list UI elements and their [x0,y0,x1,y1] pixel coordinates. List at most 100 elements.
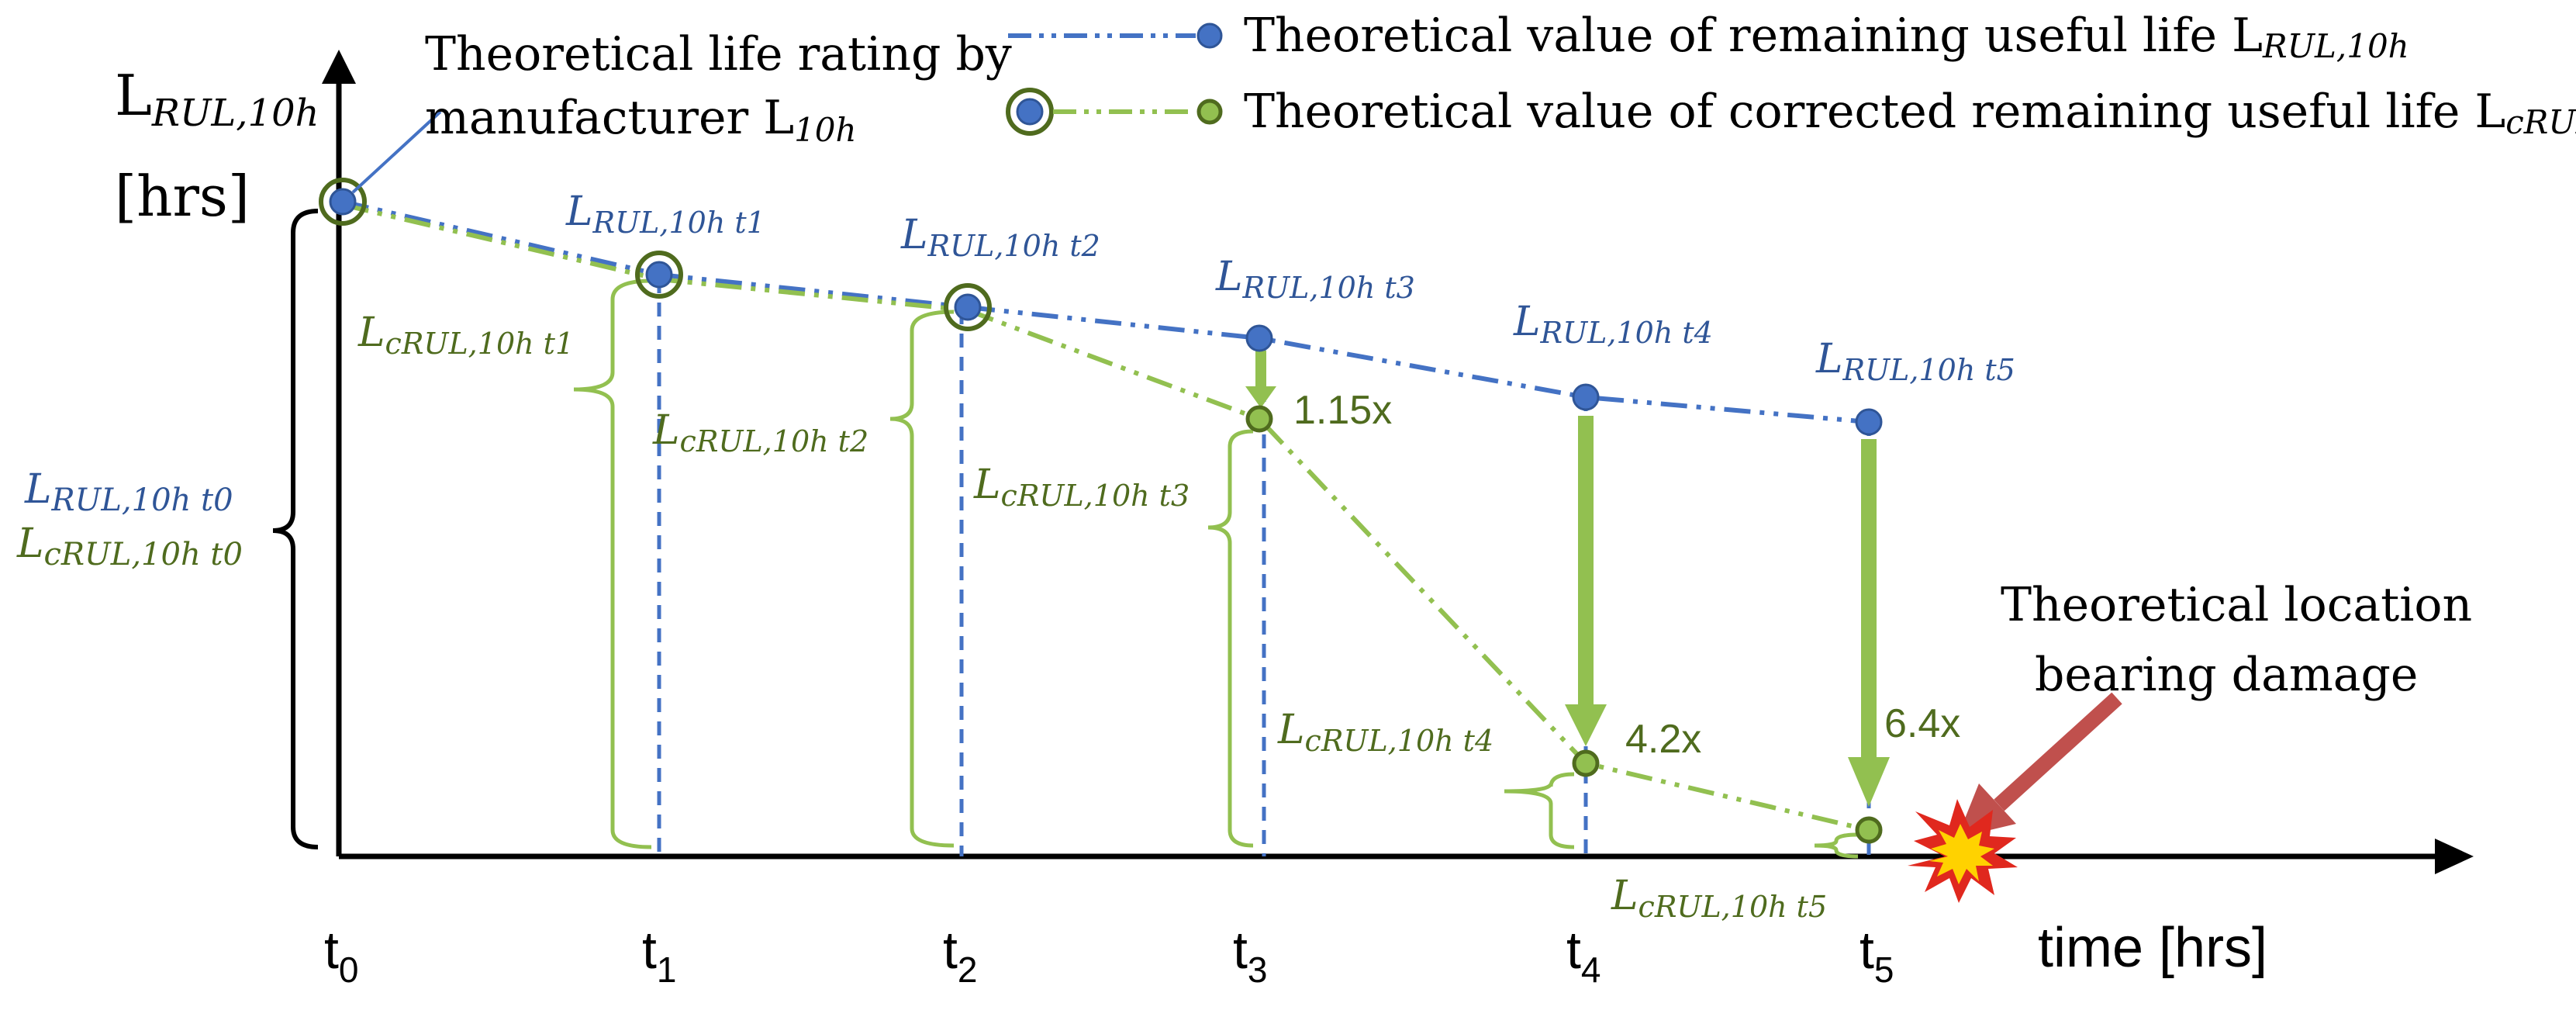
rul-label-t3: LRUL,10h t3 [1215,254,1415,305]
rul-label-t1-main: L [565,189,593,235]
double-circle-marker-icon [635,251,683,299]
damage-annotation-line2: bearing damage [2035,648,2418,702]
x-tick-t0-sub: 0 [339,949,359,990]
damage-arrow-head [1957,783,2016,838]
legend: Theoretical value of remaining useful li… [1006,9,2576,141]
t0-crul-sub: cRUL,10h t0 [44,537,243,572]
t0-brace [272,209,319,849]
damage-arrow-shaft [1994,692,2122,811]
green-filled-circle-icon [1245,405,1273,433]
x-tick-t5: t5 [1859,921,1894,990]
crul-label-t4: LcRUL,10h t4 [1277,707,1493,758]
factor-labels: 1.15x 4.2x 6.4x [1293,388,1960,762]
crul-label-t5-main: L [1611,873,1638,919]
arrow-t4-shaft [1578,416,1594,709]
x-tick-t3-sub: 3 [1248,949,1268,990]
rul-label-t3-sub: RUL,10h t3 [1242,271,1415,305]
highlight-markers [319,178,992,331]
y-axis-label-main: L [115,63,152,128]
crul-label-t5-sub: cRUL,10h t5 [1638,890,1828,924]
double-circle-marker-icon [319,178,367,226]
rul-label-t2-main: L [900,212,928,258]
double-circle-marker-icon [944,283,992,331]
x-tick-t4-sub: 4 [1581,949,1601,990]
blue-filled-circle-icon [329,188,357,216]
crul-brace-t2 [889,310,955,848]
crul-brace-t4 [1504,772,1575,849]
crul-label-t2-main: L [652,407,680,454]
legend-crul-main: Theoretical value of corrected remaining… [1244,85,2505,139]
rul-label-t5-main: L [1815,336,1843,382]
burst-inner [1929,824,1994,884]
red-arrow-icon [1957,692,2122,838]
crul-label-t3-main: L [973,462,1001,508]
crul-label-t5: LcRUL,10h t5 [1611,873,1827,924]
factor-t5: 6.4x [1884,701,1960,746]
x-tick-t4-base: t [1566,921,1581,980]
t0-rul-sub: RUL,10h t0 [51,483,233,518]
rul-label-t4: LRUL,10h t4 [1513,299,1713,350]
crul-label-t1-main: L [357,310,385,356]
arrow-t3-head [1245,386,1276,408]
crul-braces [573,278,1859,859]
legend-highlight-icon [1006,88,1054,136]
crul-label-t3-sub: cRUL,10h t3 [1001,479,1190,513]
crul-labels: LcRUL,10h t1 LcRUL,10h t2 LcRUL,10h t3 L… [357,310,1827,924]
x-tick-t3: t3 [1233,921,1268,990]
crul-series-line [342,202,1870,832]
blue-filled-circle-icon [1245,324,1273,352]
crul-brace-t5 [1814,832,1859,859]
factor-t4: 4.2x [1625,717,1701,762]
rul-labels: LRUL,10h t1 LRUL,10h t2 LRUL,10h t3 LRUL… [565,189,2015,387]
rul-label-t1-sub: RUL,10h t1 [592,206,765,240]
point_green-icon [1196,99,1223,125]
crul-label-t2-sub: cRUL,10h t2 [680,424,869,458]
x-tick-t5-sub: 5 [1874,949,1894,990]
x-tick-t4: t4 [1566,921,1601,990]
manufacturer-annotation-line1: Theoretical life rating by [425,27,1012,81]
rul-label-t2: LRUL,10h t2 [900,212,1100,263]
legend-crul-sub: cRUL,10h [2505,103,2576,141]
legend-blue-point-icon [1016,98,1044,126]
manufacturer-annotation-main: manufacturer L [425,91,794,145]
rul-label-t3-main: L [1215,254,1243,300]
arrow-t3-shaft [1255,351,1266,388]
x-tick-labels: t0 t1 t2 t3 t4 t5 [324,921,1894,990]
x-tick-t2-sub: 2 [958,949,978,990]
x-tick-t1-sub: 1 [657,949,677,990]
t0-rul-label: LRUL,10h t0 [24,466,233,518]
crul-label-t4-sub: cRUL,10h t4 [1305,724,1494,758]
point_blue-icon [1196,22,1223,49]
legend-item-rul: Theoretical value of remaining useful li… [1008,9,2409,65]
rul-label-t2-sub: RUL,10h t2 [927,229,1100,263]
x-tick-t0-base: t [324,921,339,980]
green-filled-circle-icon [1855,816,1883,844]
blue-filled-circle-icon [1572,383,1600,411]
crul-brace-t3 [1207,429,1254,848]
crul-label-t1-sub: cRUL,10h t1 [385,327,575,361]
arrow-t5-shaft [1861,439,1877,762]
crul-label-t4-main: L [1277,707,1305,753]
t0-crul-label: LcRUL,10h t0 [16,521,243,572]
blue-filled-circle-icon [954,293,982,321]
explosion-burst-icon [1908,799,2018,903]
x-tick-t1: t1 [642,921,677,990]
rul-label-t4-sub: RUL,10h t4 [1540,316,1713,350]
rul-label-t1: LRUL,10h t1 [565,189,765,240]
rul-label-t5-sub: RUL,10h t5 [1842,353,2015,387]
rul-label-t4-main: L [1513,299,1541,345]
y-axis-arrowhead [322,50,356,84]
factor-t3: 1.15x [1293,388,1392,433]
x-tick-t2-base: t [943,921,958,980]
arrow-t4-head [1565,704,1607,746]
rul-points [329,188,1883,436]
blue-filled-circle-icon [1855,408,1883,436]
legend-crul-text: Theoretical value of corrected remaining… [1244,85,2576,141]
legend-rul-text: Theoretical value of remaining useful li… [1244,9,2409,65]
green-filled-circle-icon [1572,749,1600,777]
y-axis-label-sub: RUL,10h [151,92,319,135]
crul-brace-t1 [573,278,652,849]
t0-crul-main: L [16,521,44,567]
